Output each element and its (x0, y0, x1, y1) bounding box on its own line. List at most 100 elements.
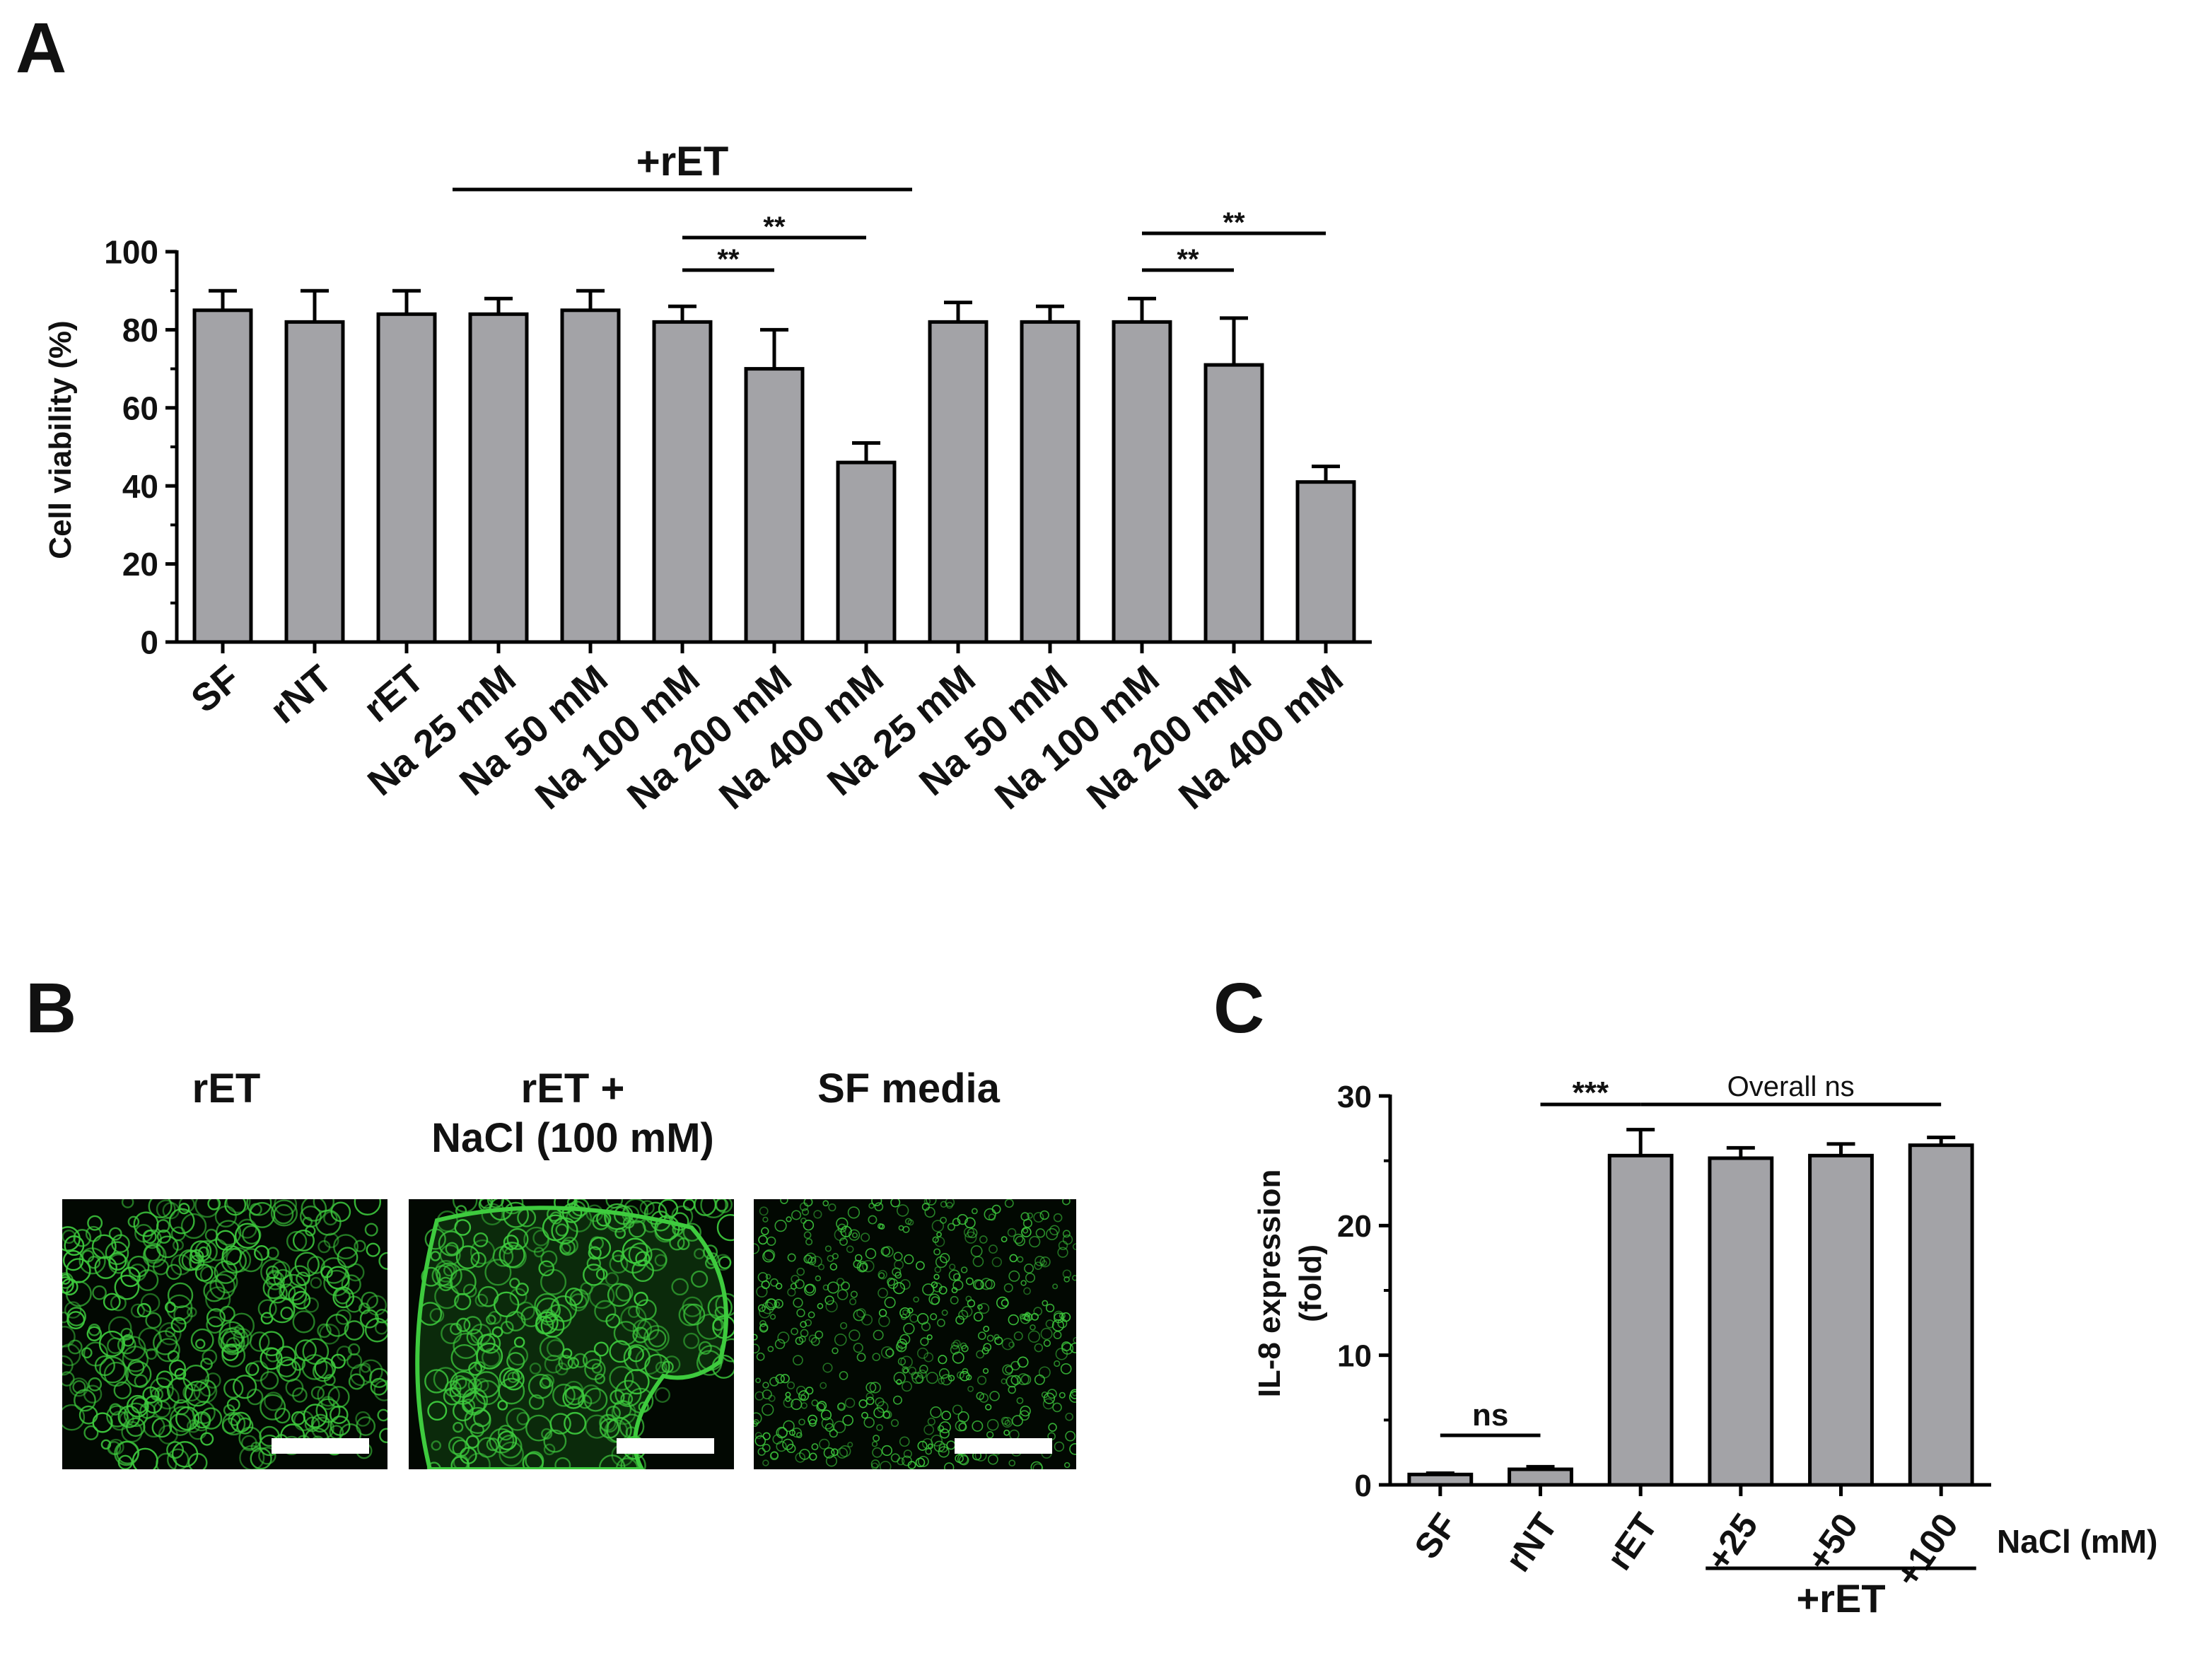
cell-outline (622, 1237, 648, 1264)
cell-outline (927, 1443, 933, 1449)
cell-outline (786, 1216, 792, 1223)
cell-outline (1046, 1227, 1059, 1241)
cell-outline (716, 1213, 734, 1242)
cell-outline (489, 1199, 513, 1221)
cell-outline (991, 1256, 1002, 1268)
cell-outline (770, 1451, 779, 1459)
cell-outline (819, 1438, 830, 1450)
cell-outline (774, 1301, 781, 1307)
cell-outline (1042, 1300, 1049, 1307)
cell-outline (879, 1223, 885, 1230)
cell-outline (694, 1248, 705, 1260)
cell-outline (952, 1280, 964, 1291)
cell-outline (786, 1381, 795, 1389)
cell-outline (903, 1322, 915, 1335)
cell-outline (836, 1278, 845, 1286)
cell-outline (540, 1313, 565, 1338)
cell-outline (145, 1312, 162, 1329)
cell-outline (1054, 1360, 1061, 1367)
cell-outline (609, 1365, 634, 1391)
cell-outline (976, 1392, 984, 1401)
cell-outline (260, 1312, 274, 1325)
cell-outline (612, 1400, 632, 1419)
cell-outline (774, 1220, 787, 1232)
cell-outline (876, 1424, 883, 1431)
cell-outline (800, 1394, 806, 1400)
cell-outline (922, 1283, 935, 1296)
cell-outline (890, 1453, 900, 1463)
cell-outline (965, 1277, 974, 1285)
cell-outline (839, 1445, 851, 1457)
cell-outline (955, 1454, 964, 1463)
cell-outline (257, 1299, 277, 1319)
cell-outline (958, 1309, 969, 1320)
cell-outline (369, 1367, 387, 1388)
cell-outline (199, 1407, 223, 1430)
cell-outline (323, 1374, 336, 1387)
cell-outline (811, 1256, 822, 1267)
cell-outline (207, 1199, 221, 1211)
cell-outline (174, 1367, 187, 1380)
cell-outline (139, 1402, 156, 1419)
cell-outline (837, 1223, 847, 1233)
cell-outline (379, 1428, 387, 1444)
cell-outline (878, 1309, 887, 1317)
cell-outline (453, 1454, 470, 1469)
cell-outline (937, 1319, 945, 1327)
bar (1508, 1467, 1573, 1487)
cell-outline (874, 1202, 884, 1212)
cell-outline (894, 1259, 904, 1270)
cell-outline (950, 1344, 960, 1355)
cell-outline (795, 1336, 804, 1346)
cell-outline (1003, 1429, 1010, 1436)
cell-outline (1001, 1416, 1009, 1425)
cell-outline (938, 1421, 951, 1434)
cell-outline (67, 1339, 83, 1355)
cell-outline (272, 1261, 291, 1280)
y-tick-label: 10 (1337, 1339, 1372, 1374)
bar (468, 312, 529, 644)
cell-outline (983, 1343, 992, 1352)
cell-outline (804, 1319, 812, 1326)
cell-outline (564, 1385, 585, 1406)
cell-outline (849, 1297, 857, 1305)
cell-outline (994, 1336, 1003, 1346)
cell-outline (817, 1401, 827, 1411)
cell-outline (627, 1305, 641, 1318)
cell-outline (88, 1324, 101, 1336)
cell-outline (450, 1370, 477, 1398)
cell-outline (848, 1229, 861, 1241)
cell-outline (932, 1236, 939, 1243)
cell-outline (569, 1293, 588, 1312)
cell-outline (1011, 1415, 1023, 1427)
cell-outline (523, 1226, 550, 1253)
cell-outline (302, 1338, 330, 1365)
cell-outline (87, 1215, 103, 1231)
cell-outline (499, 1441, 524, 1467)
cell-outline (941, 1411, 952, 1421)
cell-outline (223, 1378, 244, 1399)
cell-outline (455, 1377, 474, 1396)
cell-outline (1013, 1331, 1023, 1341)
cell-outline (122, 1346, 149, 1372)
significance-label: ** (1223, 207, 1245, 238)
cell-outline (933, 1273, 940, 1280)
cell-outline (228, 1312, 255, 1339)
cell-outline (791, 1428, 803, 1438)
cell-outline (500, 1321, 514, 1334)
cell-outline (682, 1223, 701, 1242)
cell-outline (796, 1432, 803, 1438)
cell-outline (933, 1440, 945, 1452)
cell-outline (1059, 1312, 1066, 1319)
cell-outline (940, 1216, 948, 1224)
cell-outline (344, 1320, 365, 1341)
cell-outline (952, 1351, 964, 1364)
cell-outline (609, 1340, 632, 1363)
cell-outline (554, 1199, 576, 1214)
cell-outline (74, 1389, 96, 1412)
cell-outline (890, 1418, 899, 1428)
cell-outline (805, 1252, 817, 1264)
cell-outline (970, 1245, 983, 1257)
cell-outline (777, 1427, 788, 1438)
y-axis-label: Cell viability (%) (43, 320, 78, 559)
